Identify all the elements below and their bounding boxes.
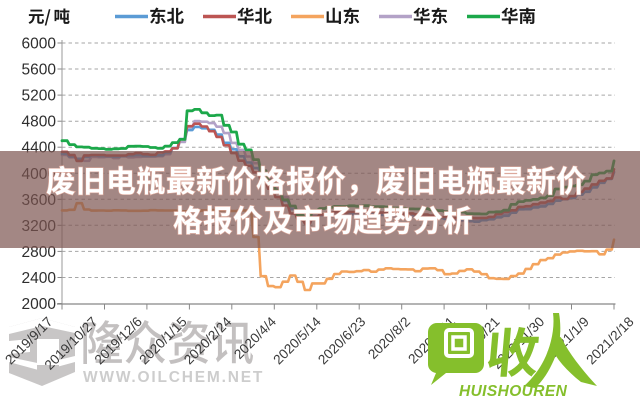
svg-text:2800: 2800	[22, 244, 57, 261]
svg-text:HUISHOUREN: HUISHOUREN	[459, 383, 568, 400]
svg-text:2400: 2400	[22, 270, 57, 287]
svg-text:6000: 6000	[22, 36, 57, 53]
svg-text:2000: 2000	[22, 296, 57, 313]
svg-text:5200: 5200	[22, 88, 57, 105]
svg-text:4800: 4800	[22, 114, 57, 131]
svg-text:5600: 5600	[22, 62, 57, 79]
svg-text:WWW.OILCHEM.NET: WWW.OILCHEM.NET	[83, 369, 264, 386]
